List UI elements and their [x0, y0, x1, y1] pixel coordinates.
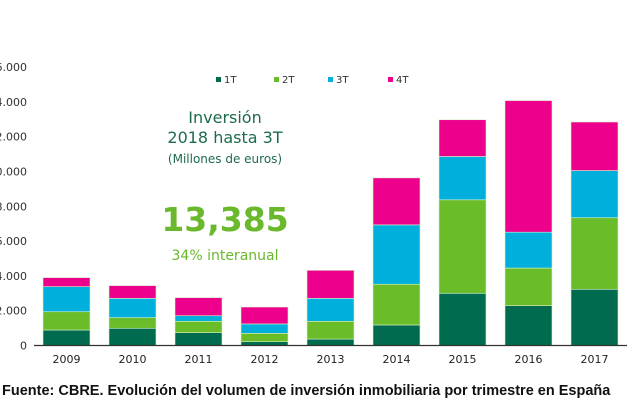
- bar-segment-2017-4T: [570, 121, 619, 171]
- bar-segment-2009-2T: [42, 311, 91, 331]
- x-tick-label: 2017: [581, 353, 609, 366]
- annotation-total-value: 13,385: [161, 200, 289, 239]
- x-tick-label: 2011: [185, 353, 213, 366]
- bar-segment-2014-4T: [372, 177, 421, 226]
- y-tick-label: 4.000: [0, 270, 27, 283]
- annotation-units: (Millones de euros): [167, 152, 283, 166]
- bar-segment-2017-1T: [570, 288, 619, 346]
- legend-marker-1T: [216, 77, 221, 82]
- bar-segment-2010-2T: [108, 317, 157, 329]
- y-tick-label: 6.000: [0, 235, 27, 248]
- bar-segment-2015-3T: [438, 156, 487, 201]
- annotation-title: Inversión: [188, 108, 262, 127]
- bar-segment-2009-3T: [42, 286, 91, 313]
- bar-segment-2017-2T: [570, 217, 619, 290]
- legend-label-4T: 4T: [396, 75, 409, 86]
- x-tick-label: 2013: [317, 353, 345, 366]
- bar-segment-2013-3T: [306, 298, 355, 322]
- legend-marker-3T: [328, 77, 333, 82]
- bar-segment-2014-2T: [372, 283, 421, 326]
- y-tick-label: 8.000: [0, 200, 27, 213]
- bar-segment-2012-3T: [240, 323, 289, 334]
- x-tick-label: 2012: [251, 353, 279, 366]
- y-tick-label: 12.000: [0, 131, 27, 144]
- annotation-subtitle: 2018 hasta 3T: [167, 128, 283, 147]
- x-tick-label: 2009: [53, 353, 81, 366]
- x-tick-label: 2015: [449, 353, 477, 366]
- legend-label-2T: 2T: [282, 75, 295, 86]
- bar-segment-2013-2T: [306, 321, 355, 340]
- bar-segment-2010-3T: [108, 298, 157, 318]
- bar-segment-2012-4T: [240, 306, 289, 325]
- bar-segment-2015-2T: [438, 199, 487, 294]
- bar-segment-2015-4T: [438, 119, 487, 157]
- bar-segment-2016-4T: [504, 100, 553, 233]
- bar-segment-2015-1T: [438, 292, 487, 346]
- bar-segment-2011-2T: [174, 321, 223, 333]
- source-caption: Fuente: CBRE. Evolución del volumen de i…: [2, 383, 611, 399]
- bar-segment-2013-4T: [306, 270, 355, 299]
- legend-label-3T: 3T: [336, 75, 349, 86]
- bar-segment-2013-1T: [306, 338, 355, 346]
- y-tick-label: 14.000: [0, 96, 27, 109]
- bar-segment-2009-1T: [42, 329, 91, 346]
- bar-segment-2011-3T: [174, 315, 223, 322]
- bar-segment-2017-3T: [570, 170, 619, 219]
- y-tick-label: 16.000: [0, 61, 27, 74]
- annotation-yoy-change: 34% interanual: [171, 248, 279, 264]
- bar-segment-2016-2T: [504, 267, 553, 306]
- bar-segment-2016-3T: [504, 231, 553, 269]
- bar-segment-2014-3T: [372, 224, 421, 285]
- y-tick-label: 0: [20, 340, 27, 353]
- y-tick-label: 2.000: [0, 305, 27, 318]
- legend-label-1T: 1T: [224, 75, 237, 86]
- bar-segment-2010-1T: [108, 327, 157, 346]
- bar-segment-2012-2T: [240, 333, 289, 342]
- bar-segment-2011-1T: [174, 332, 223, 346]
- x-tick-label: 2014: [383, 353, 411, 366]
- y-tick-label: 10.000: [0, 165, 27, 178]
- stacked-bar-chart: 0 2.000 4.000 6.000 8.000 10.000 12.000 14.000 1…: [0, 61, 627, 366]
- bar-segment-2016-1T: [504, 305, 553, 346]
- x-tick-label: 2016: [515, 353, 543, 366]
- legend-marker-4T: [388, 77, 393, 82]
- bar-segment-2009-4T: [42, 277, 91, 287]
- bar-segment-2010-4T: [108, 285, 157, 299]
- legend-marker-2T: [274, 77, 279, 82]
- x-tick-label: 2010: [119, 353, 147, 366]
- bar-segment-2014-1T: [372, 324, 421, 346]
- bar-segment-2011-4T: [174, 297, 223, 317]
